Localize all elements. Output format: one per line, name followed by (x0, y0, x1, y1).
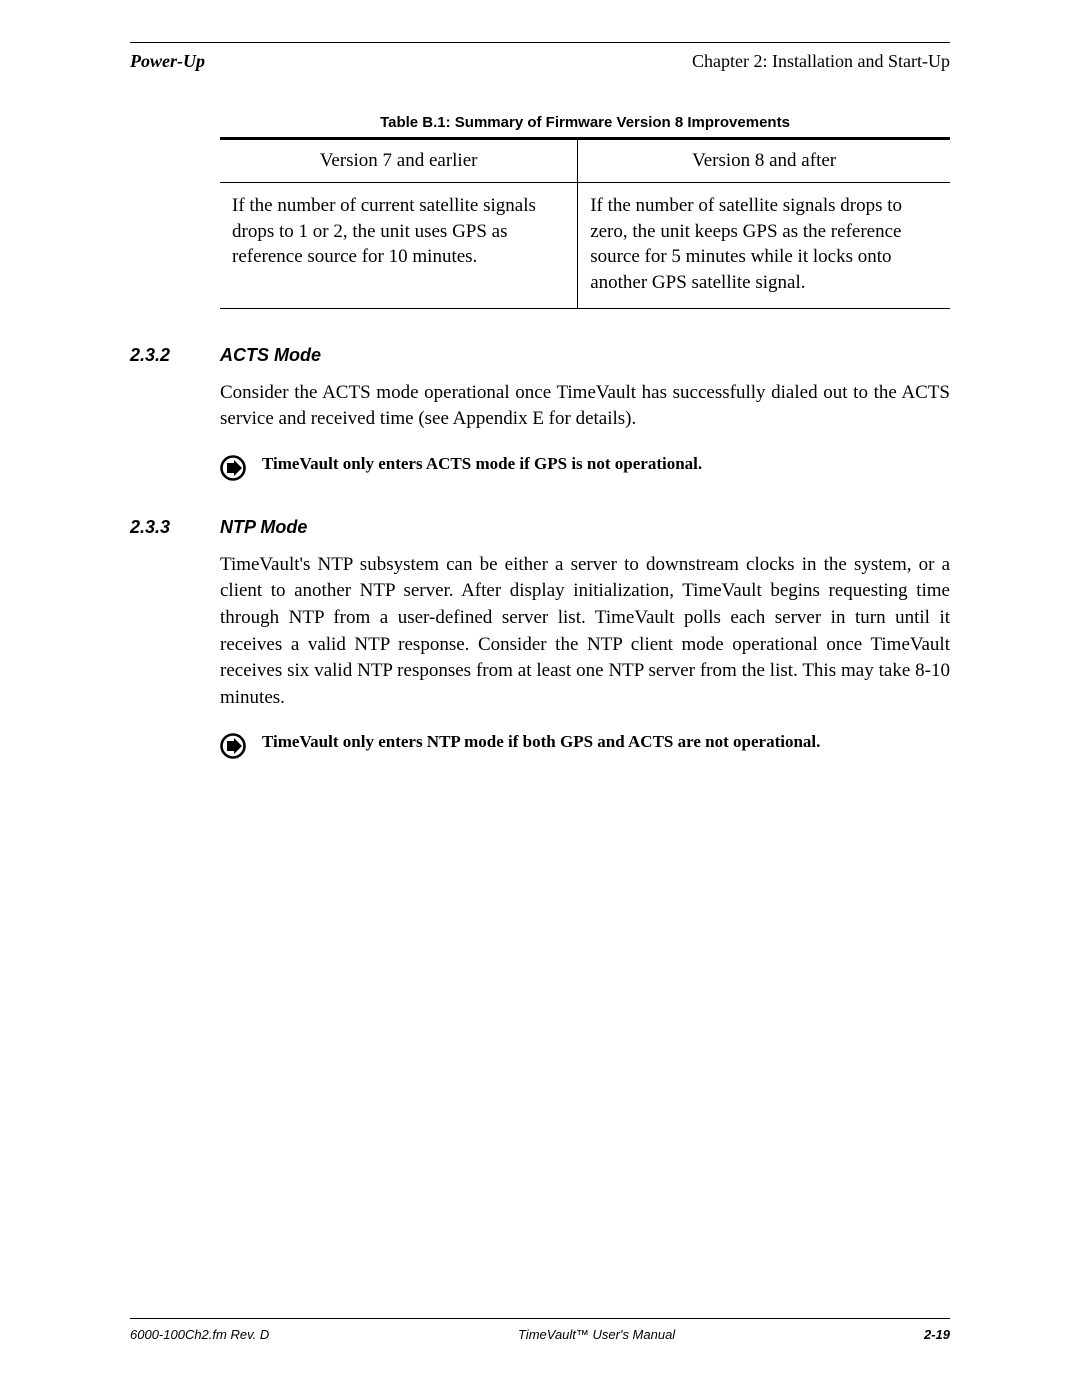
page-content: Power-Up Chapter 2: Installation and Sta… (130, 42, 950, 1317)
table-header-row: Version 7 and earlier Version 8 and afte… (220, 139, 950, 183)
section-ntp-mode: 2.3.3 NTP Mode TimeVault's NTP subsystem… (130, 517, 950, 760)
firmware-table-wrap: Version 7 and earlier Version 8 and afte… (220, 137, 950, 309)
firmware-table: Version 7 and earlier Version 8 and afte… (220, 137, 950, 309)
arrow-note-icon (220, 455, 246, 481)
section-title: ACTS Mode (220, 345, 321, 366)
table-col-header: Version 7 and earlier (220, 139, 578, 183)
header-rule (130, 42, 950, 43)
table-caption: Table B.1: Summary of Firmware Version 8… (220, 114, 950, 131)
footer-left: 6000-100Ch2.fm Rev. D (130, 1327, 269, 1342)
table-col-header: Version 8 and after (578, 139, 950, 183)
note-text: TimeVault only enters NTP mode if both G… (262, 731, 820, 753)
section-title: NTP Mode (220, 517, 307, 538)
arrow-note-icon (220, 733, 246, 759)
footer-rule (130, 1318, 950, 1319)
note: TimeVault only enters ACTS mode if GPS i… (220, 453, 950, 481)
section-acts-mode: 2.3.2 ACTS Mode Consider the ACTS mode o… (130, 345, 950, 481)
section-number: 2.3.2 (130, 345, 220, 366)
section-heading: 2.3.3 NTP Mode (130, 517, 950, 538)
page-footer: 6000-100Ch2.fm Rev. D TimeVault™ User's … (130, 1318, 950, 1342)
section-body: TimeVault's NTP subsystem can be either … (220, 552, 950, 712)
section-number: 2.3.3 (130, 517, 220, 538)
header-left: Power-Up (130, 51, 205, 72)
table-row: If the number of current satellite signa… (220, 183, 950, 309)
running-header: Power-Up Chapter 2: Installation and Sta… (130, 51, 950, 72)
note-text: TimeVault only enters ACTS mode if GPS i… (262, 453, 702, 475)
section-heading: 2.3.2 ACTS Mode (130, 345, 950, 366)
footer-row: 6000-100Ch2.fm Rev. D TimeVault™ User's … (130, 1327, 950, 1342)
table-cell: If the number of satellite signals drops… (578, 183, 950, 309)
note: TimeVault only enters NTP mode if both G… (220, 731, 950, 759)
header-right: Chapter 2: Installation and Start-Up (692, 51, 950, 72)
table-cell: If the number of current satellite signa… (220, 183, 578, 309)
section-body: Consider the ACTS mode operational once … (220, 380, 950, 433)
footer-page-number: 2-19 (924, 1327, 950, 1342)
footer-center: TimeVault™ User's Manual (518, 1327, 675, 1342)
